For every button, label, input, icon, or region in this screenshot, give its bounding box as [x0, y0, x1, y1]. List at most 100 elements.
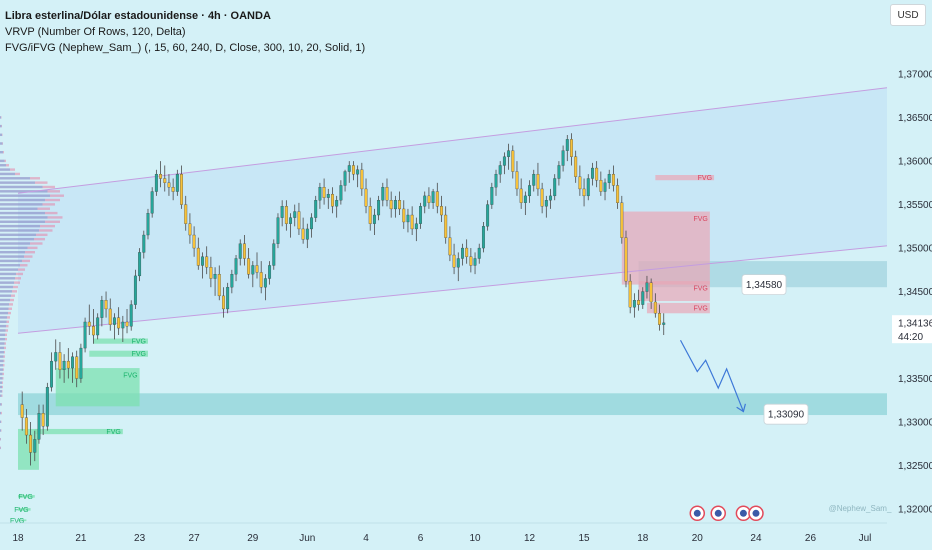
forecast-path — [679, 339, 744, 412]
indicator-vrvp[interactable]: VRVP (Number Of Rows, 120, Delta) — [5, 26, 186, 38]
volume-profile-row-up — [0, 290, 12, 293]
bearish-candle — [297, 211, 301, 230]
bullish-candle — [238, 243, 242, 259]
bearish-candle — [205, 256, 209, 268]
bullish-candle — [381, 187, 385, 201]
bearish-candle — [108, 308, 112, 325]
bullish-candle — [591, 167, 594, 179]
volume-profile-row — [0, 251, 35, 254]
bearish-candle — [171, 187, 175, 192]
bearish-candle — [301, 228, 305, 240]
price-level-text: 1,34580 — [746, 280, 783, 291]
volume-profile-row — [0, 172, 20, 176]
volume-profile-row-up — [0, 355, 4, 358]
volume-profile-row-up — [0, 372, 3, 376]
time-tick-label: Jul — [859, 533, 872, 544]
volume-profile-row-up — [0, 324, 6, 328]
bearish-candle — [125, 321, 129, 327]
volume-profile-row-up — [0, 277, 15, 280]
price-axis — [887, 28, 932, 522]
volume-profile-row-up — [0, 333, 5, 337]
bearish-candle — [402, 208, 406, 223]
bearish-candle — [628, 280, 632, 308]
volume-profile-row — [0, 290, 17, 293]
volume-profile-row — [0, 329, 8, 332]
bearish-candle — [578, 176, 582, 190]
volume-profile-row-up — [0, 303, 9, 306]
bullish-candle — [305, 228, 309, 240]
volume-profile-row — [0, 246, 38, 250]
bearish-candle — [398, 200, 402, 210]
bearish-candle — [653, 301, 657, 314]
fvg-label: FVG — [693, 286, 707, 293]
volume-profile-row — [0, 294, 15, 297]
volume-profile-row-up — [0, 242, 30, 245]
volume-profile-row — [0, 351, 5, 354]
bullish-candle — [142, 234, 146, 253]
bullish-candle — [419, 206, 422, 224]
time-tick-label: 23 — [134, 533, 146, 544]
bullish-candle — [83, 321, 87, 349]
time-tick-label: 10 — [469, 533, 481, 544]
volume-profile-row — [0, 255, 33, 258]
bearish-candle — [515, 171, 519, 190]
volume-profile-row — [0, 337, 7, 341]
bearish-candle — [222, 295, 225, 310]
volume-profile-row — [0, 429, 2, 432]
bullish-candle — [251, 265, 255, 275]
volume-profile-row-up — [0, 151, 3, 154]
currency-button[interactable]: USD — [890, 4, 926, 26]
volume-profile-row — [0, 133, 3, 137]
bullish-candle — [79, 347, 83, 379]
time-tick-label: 12 — [524, 533, 536, 544]
volume-profile-row — [0, 177, 40, 180]
volume-profile-row-up — [0, 124, 2, 128]
bullish-candle — [314, 200, 318, 218]
volume-profile-row — [0, 377, 4, 380]
time-tick-label: 18 — [637, 533, 649, 544]
volume-profile-row-up — [0, 394, 2, 397]
bullish-candle — [150, 191, 154, 214]
bullish-candle — [234, 258, 238, 275]
volume-profile-row-up — [0, 316, 7, 319]
volume-profile-row-up — [0, 437, 1, 441]
bearish-candle — [351, 165, 355, 175]
volume-profile-row — [0, 277, 21, 280]
bullish-candle — [498, 165, 502, 175]
bullish-candle — [507, 150, 511, 157]
bearish-candle — [444, 214, 448, 238]
time-tick-label: 6 — [418, 533, 424, 544]
volume-profile-row-up — [0, 194, 50, 197]
volume-profile-row — [0, 216, 63, 219]
volume-profile-row — [0, 285, 18, 289]
bullish-fvg-box — [18, 495, 35, 498]
price-tick-label: 1,32000 — [898, 504, 932, 515]
price-level-label — [763, 403, 809, 425]
volume-profile-row — [0, 237, 45, 241]
bearish-candle — [20, 404, 24, 418]
volume-profile-row — [0, 333, 7, 337]
volume-profile-row-up — [0, 403, 2, 406]
volume-profile-row — [0, 446, 1, 450]
fvg-label: FVG — [132, 351, 146, 358]
bearish-candle — [87, 321, 91, 327]
bearish-candle — [75, 356, 79, 379]
bullish-fvg-box — [18, 428, 39, 470]
bullish-candle — [662, 322, 666, 325]
fvg-label: FVG — [10, 518, 24, 525]
volume-profile-row-up — [0, 229, 39, 232]
volume-profile-row-up — [0, 359, 4, 363]
bullish-candle — [456, 258, 460, 268]
bearish-candle — [368, 206, 372, 224]
bullish-candle — [549, 195, 552, 201]
volume-profile-row — [0, 198, 60, 202]
bearish-candle — [389, 200, 393, 210]
volume-profile-row-up — [0, 211, 45, 215]
indicator-fvg[interactable]: FVG/iFVG (Nephew_Sam_) (, 15, 60, 240, D… — [5, 42, 366, 54]
volume-profile-row — [0, 185, 55, 189]
volume-profile-row-up — [0, 281, 14, 284]
volume-profile-row — [0, 224, 55, 228]
volume-profile-row-up — [0, 337, 5, 341]
